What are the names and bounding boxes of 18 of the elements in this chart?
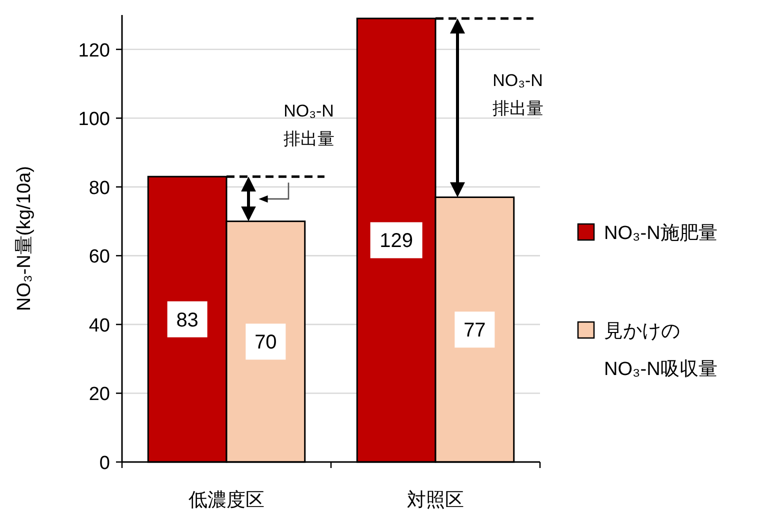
legend-label: NO₃-N施肥量 xyxy=(604,223,718,244)
data-label: 129 xyxy=(380,230,413,252)
y-tick-label: 0 xyxy=(99,453,110,474)
data-label: 70 xyxy=(254,332,277,354)
annotation: NO₃-N 排出量 xyxy=(283,102,334,149)
y-tick-label: 20 xyxy=(88,384,110,406)
y-tick-label: 120 xyxy=(78,40,110,62)
legend-label: 見かけの NO₃-N吸収量 xyxy=(604,321,718,380)
data-label: 83 xyxy=(176,309,198,332)
y-tick-label: 40 xyxy=(88,315,110,336)
y-axis-title: NO₃-N量(kg/10a) xyxy=(14,166,35,311)
y-tick-label: 60 xyxy=(88,246,110,268)
annotation: NO₃-N 排出量 xyxy=(492,70,544,118)
x-tick-label: 対照区 xyxy=(407,489,464,511)
y-tick-label: 80 xyxy=(88,178,110,199)
x-tick-label: 低濃度区 xyxy=(188,489,264,511)
data-label: 77 xyxy=(464,320,486,342)
y-tick-label: 100 xyxy=(78,109,110,130)
